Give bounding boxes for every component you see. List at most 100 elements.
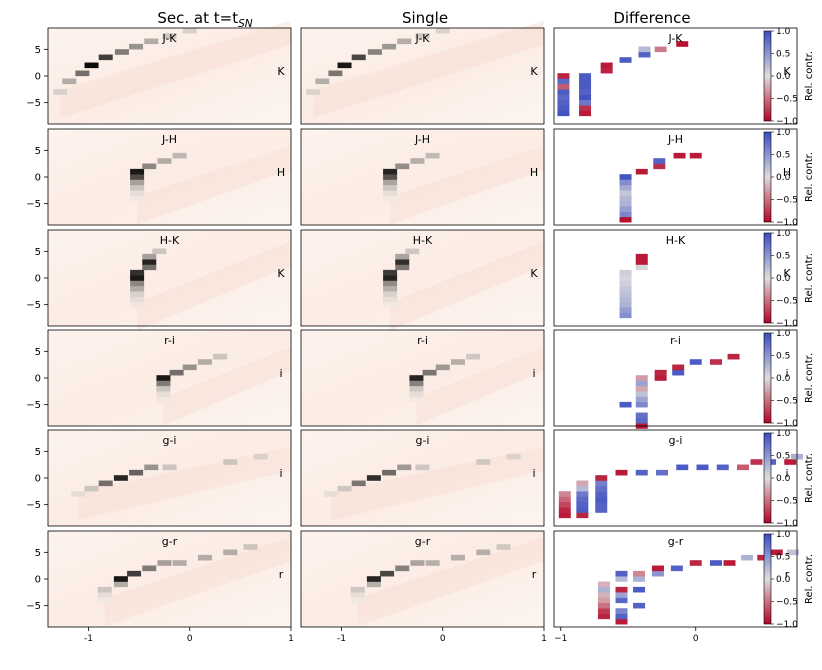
- heatmap-cell: [156, 391, 171, 397]
- heatmap-cell: [383, 269, 398, 276]
- band-label: i: [279, 467, 282, 480]
- x-tick-label: -1: [337, 634, 346, 644]
- panel-background: [301, 230, 544, 326]
- heatmap-cell: [415, 464, 430, 471]
- y-tick-label: 5: [35, 146, 41, 157]
- heatmap-cell: [415, 33, 430, 39]
- color-label: g-i: [668, 434, 682, 447]
- difference-cell: [653, 163, 666, 170]
- difference-cell: [619, 312, 632, 319]
- difference-cell: [619, 200, 632, 207]
- heatmap-cell: [383, 280, 398, 287]
- colorbar-tick-label: −0.5: [776, 598, 798, 608]
- difference-cell: [619, 216, 632, 223]
- difference-cell: [633, 602, 646, 609]
- difference-cell: [597, 592, 610, 598]
- panel-tail-band: [390, 241, 544, 331]
- colorbar-tick-label: 0.5: [776, 50, 790, 60]
- difference-cell: [670, 565, 683, 572]
- heatmap-cell: [397, 38, 412, 45]
- difference-cell: [597, 608, 610, 614]
- colorbar-bar: [763, 131, 772, 223]
- colorbar-tick-label: −1.0: [776, 620, 798, 630]
- heatmap-cell: [71, 491, 86, 497]
- color-label: r-i: [417, 334, 428, 347]
- heatmap-cell: [130, 190, 145, 196]
- band-label: r: [279, 568, 284, 581]
- heatmap-cell: [98, 480, 113, 487]
- difference-cell: [576, 512, 589, 519]
- band-label: r: [532, 568, 537, 581]
- y-tick-label: 5: [35, 247, 41, 258]
- difference-cell: [654, 369, 667, 376]
- heatmap-cell: [382, 469, 397, 476]
- difference-cell: [741, 554, 754, 561]
- difference-cell: [557, 99, 570, 106]
- colorbar-tick-label: 0.0: [776, 474, 791, 484]
- difference-cell: [635, 391, 648, 397]
- panel-difference: J-K K: [553, 27, 798, 125]
- difference-cell: [558, 496, 571, 503]
- difference-cell: [635, 264, 648, 271]
- panel-tail-band: [137, 241, 291, 331]
- heatmap-cell: [144, 464, 159, 471]
- colorbar-tick-label: −1.0: [776, 218, 798, 228]
- panel-difference: g-r r: [553, 530, 799, 628]
- panel-single: J-H H: [300, 128, 545, 226]
- heatmap-cell: [130, 280, 145, 287]
- panel-difference: H-K K: [553, 229, 798, 327]
- heatmap-cell: [223, 459, 238, 465]
- difference-cell: [615, 608, 628, 614]
- colorbar-bar: [763, 332, 772, 424]
- y-tick-label: −5: [26, 98, 41, 109]
- color-label: J-H: [161, 133, 177, 146]
- heatmap-cell: [84, 62, 99, 69]
- panel-background: [554, 430, 797, 526]
- difference-cell: [633, 586, 646, 593]
- difference-cell: [716, 464, 729, 471]
- heatmap-cell: [366, 475, 381, 481]
- heatmap-cell: [182, 364, 197, 371]
- heatmap-cell: [367, 49, 382, 55]
- heatmap-cell: [383, 275, 398, 281]
- difference-cell: [595, 501, 608, 508]
- panel-frame: [553, 128, 798, 226]
- band-label: K: [783, 65, 791, 78]
- heatmap-cell: [172, 560, 187, 566]
- band-label: i: [785, 367, 788, 380]
- panel-difference: J-H H: [553, 128, 798, 226]
- color-label: H-K: [666, 234, 686, 247]
- y-tick-label: −5: [26, 199, 41, 210]
- difference-cell: [597, 602, 610, 609]
- panel-secondary: g-i i −5 0 5: [26, 429, 292, 527]
- difference-cell: [635, 469, 648, 476]
- colorbar-label: Rel. contr.: [804, 554, 815, 604]
- band-label: H: [277, 166, 285, 179]
- colorbar-tick-label: 1.0: [776, 429, 791, 439]
- heatmap-cell: [113, 576, 128, 582]
- difference-cell: [653, 158, 666, 164]
- heatmap-cell: [130, 296, 145, 303]
- panel-frame: [553, 530, 798, 628]
- y-tick-label: 0: [35, 274, 41, 285]
- heatmap-cell: [130, 174, 145, 180]
- x-tick-label: 0: [187, 634, 193, 644]
- difference-cell: [689, 152, 702, 159]
- difference-cell: [635, 396, 648, 403]
- heatmap-cell: [162, 464, 177, 471]
- heatmap-cell: [395, 259, 410, 265]
- difference-cell: [757, 554, 770, 561]
- y-tick-label: −5: [26, 400, 41, 411]
- difference-cell: [689, 560, 702, 566]
- difference-cell: [696, 464, 709, 471]
- heatmap-cell: [383, 190, 398, 196]
- difference-cell: [654, 375, 667, 381]
- panel-tail-band: [163, 346, 291, 426]
- color-label: H-K: [160, 234, 180, 247]
- y-tick-label: 5: [35, 447, 41, 458]
- panel-row: g-i i −5 0 5 g-i i g-i i 1.0 0.5 0.0 −0.5 −1.0 Rel. co…: [26, 429, 815, 529]
- colorbar-tick-label: −1.0: [776, 319, 798, 329]
- y-tick-label: 5: [35, 548, 41, 559]
- difference-cell: [615, 570, 628, 577]
